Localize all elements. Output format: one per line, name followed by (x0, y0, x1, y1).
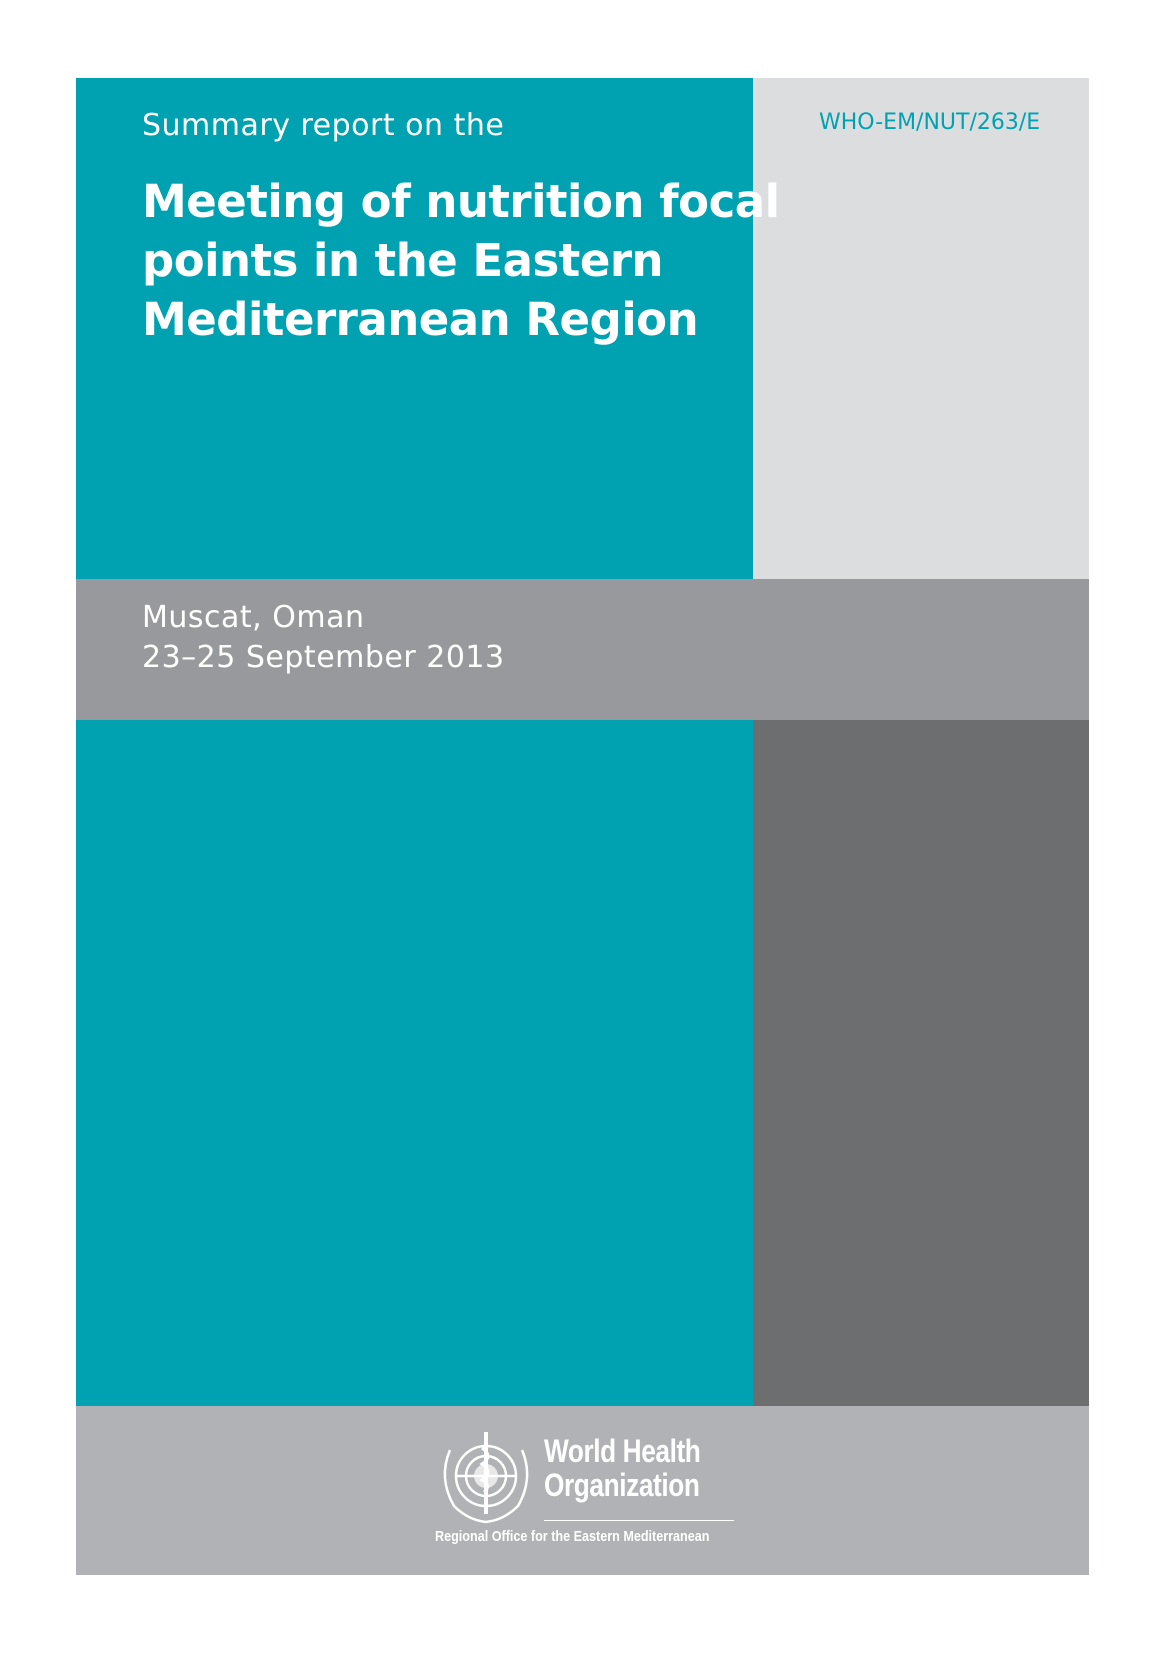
regional-office-label: Regional Office for the Eastern Mediterr… (435, 1528, 710, 1545)
footer-band (76, 1406, 1089, 1575)
title-line: Mediterranean Region (142, 293, 699, 346)
who-wordmark: World Health Organization (544, 1433, 701, 1503)
who-wordmark-line1: World Health (544, 1433, 701, 1469)
code-panel (753, 78, 1089, 579)
location: Muscat, Oman (142, 600, 365, 635)
location-band (76, 579, 1089, 720)
teal-block (76, 720, 753, 1406)
meeting-details: Muscat, Oman 23–25 September 2013 (142, 598, 505, 678)
who-emblem-icon (443, 1432, 529, 1524)
report-title: Meeting of nutrition focal points in the… (142, 172, 780, 349)
dark-grey-block (753, 720, 1089, 1406)
title-panel (76, 78, 753, 579)
who-logo: World Health Organization Regional Offic… (432, 1428, 737, 1553)
who-wordmark-line2: Organization (544, 1467, 700, 1503)
logo-divider (544, 1520, 734, 1521)
document-code: WHO-EM/NUT/263/E (819, 110, 1041, 135)
dates: 23–25 September 2013 (142, 640, 505, 675)
report-subtitle: Summary report on the (142, 108, 505, 143)
title-line: points in the Eastern (142, 234, 664, 287)
title-line: Meeting of nutrition focal (142, 175, 780, 228)
